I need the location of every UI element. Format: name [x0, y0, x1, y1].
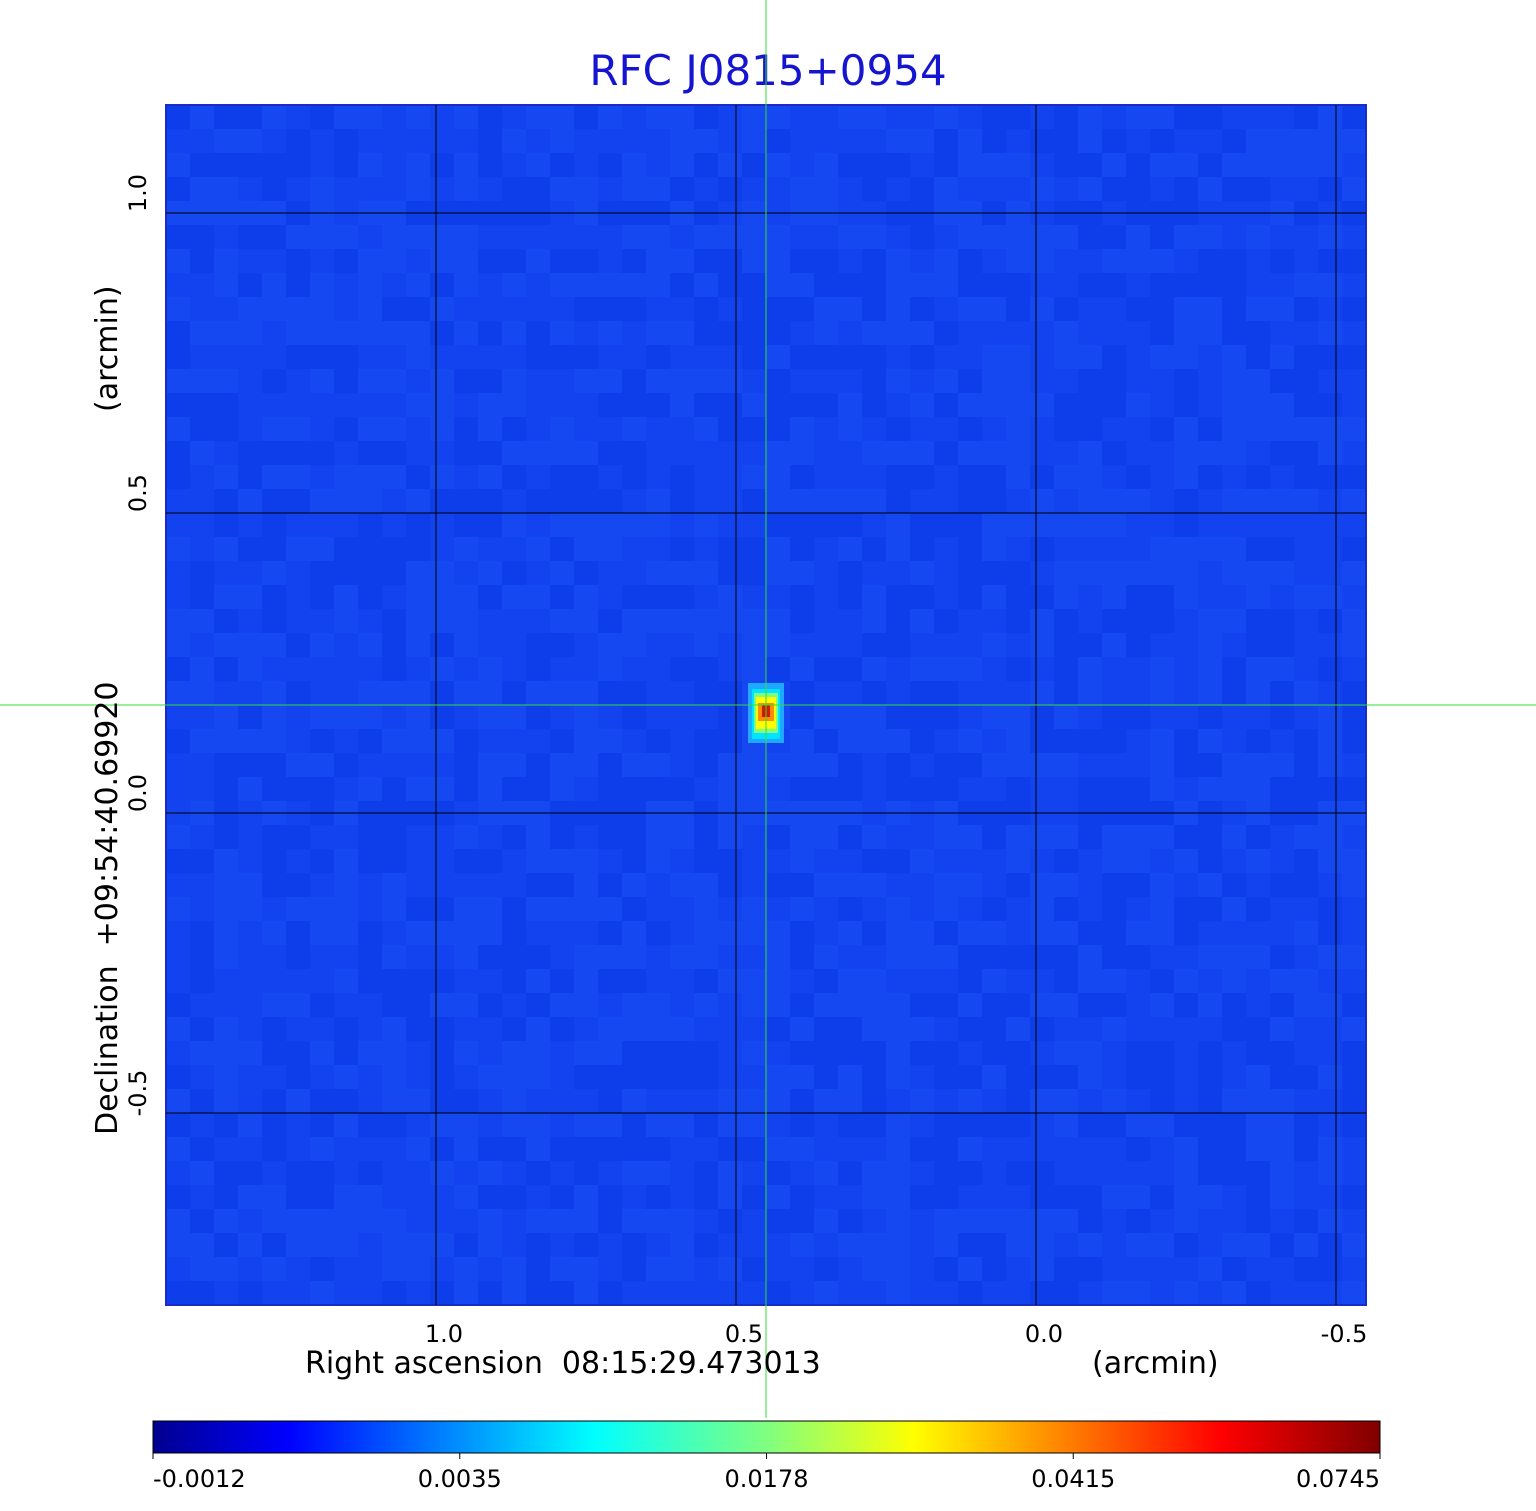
colorbar-tick-label-2: 0.0178 — [725, 1465, 809, 1493]
x-tick-label-3: -0.5 — [1321, 1320, 1368, 1348]
x-axis-label: Right ascension 08:15:29.473013 — [305, 1346, 821, 1381]
colorbar — [152, 1420, 1381, 1454]
y-tick-label-2: 0.5 — [124, 474, 152, 512]
map-noise — [166, 105, 1366, 1305]
y-tick-label-3: 1.0 — [124, 174, 152, 212]
x-tick-label-2: 0.0 — [1025, 1320, 1063, 1348]
colorbar-tick-label-0: -0.0012 — [153, 1465, 246, 1493]
x-tick-label-1: 0.5 — [725, 1320, 763, 1348]
chart-title: RFC J0815+0954 — [589, 46, 947, 95]
y-tick-label-0: -0.5 — [124, 1070, 152, 1117]
colorbar-tick-label-4: 0.0745 — [1296, 1465, 1380, 1493]
y-axis-unit: (arcmin) — [90, 285, 125, 412]
x-tick-label-0: 1.0 — [425, 1320, 463, 1348]
colorbar-tick-label-3: 0.0415 — [1031, 1465, 1115, 1493]
colorbar-tick-label-1: 0.0035 — [418, 1465, 502, 1493]
y-axis-label: Declination +09:54:40.69920 — [90, 681, 125, 1135]
x-axis-unit: (arcmin) — [1092, 1346, 1219, 1381]
y-tick-label-1: 0.0 — [124, 774, 152, 812]
